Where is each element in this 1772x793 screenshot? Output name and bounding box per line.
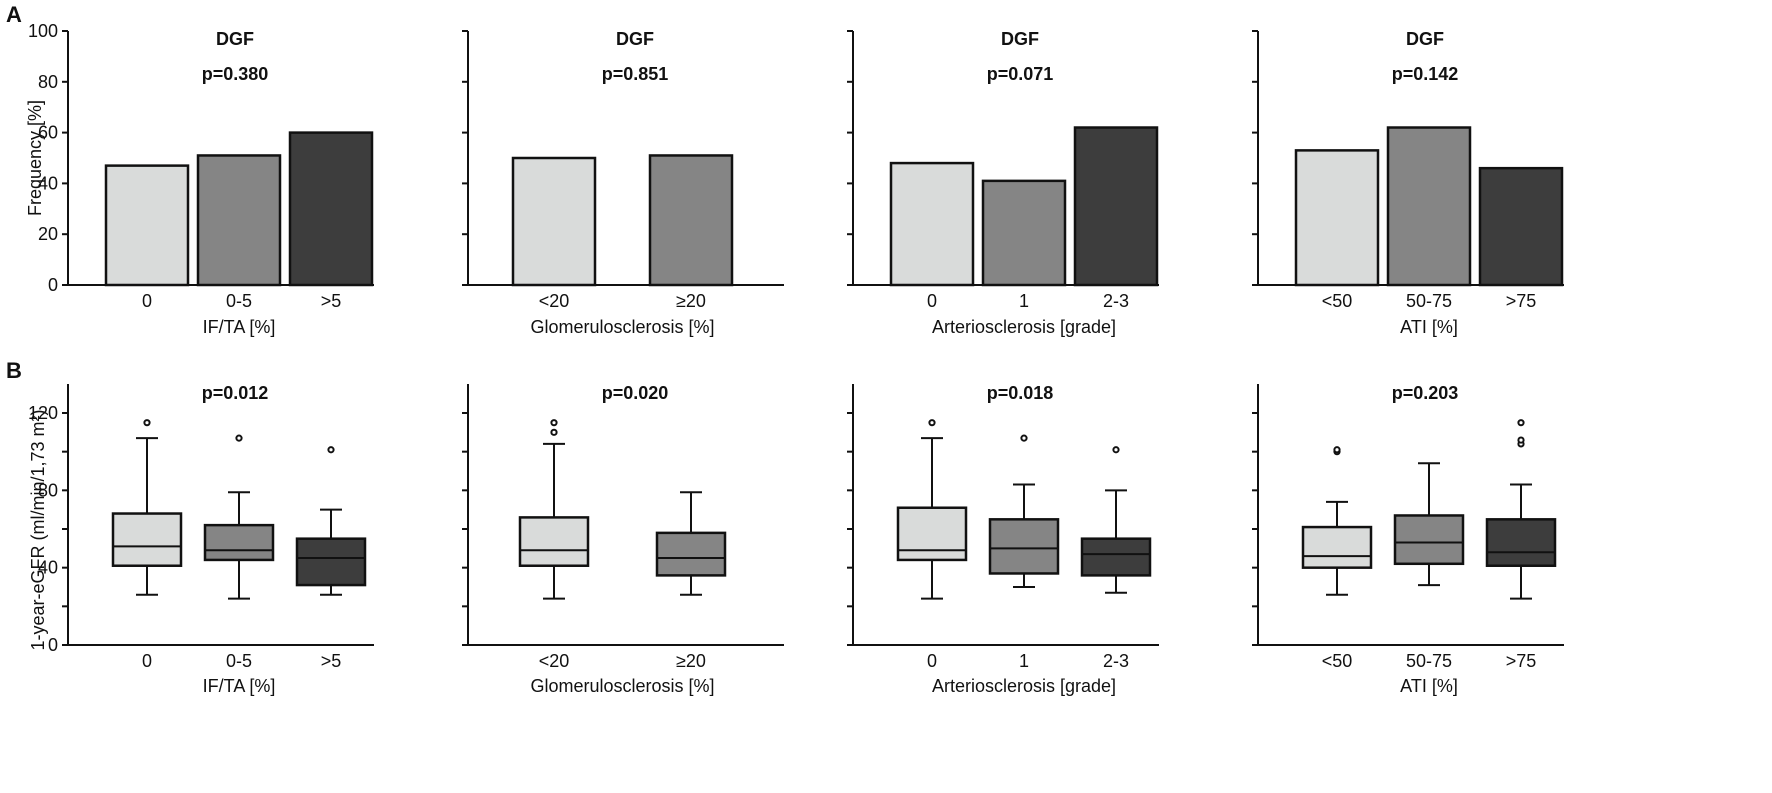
chart-2: <20 ≥20 Glomerulosclerosis [%] DGF p=0.851 [462,29,784,337]
x-axis-title: Arteriosclerosis [grade] [932,676,1116,696]
x-tick-label: 0 [142,651,152,671]
x-axis-title: IF/TA [%] [203,676,276,696]
chart-title: p=0.012 [202,383,269,403]
panel-letter-a: A [6,2,22,27]
x-tick-label: 0-5 [226,651,252,671]
outlier-point [143,419,151,427]
x-axis-title: ATI [%] [1400,676,1458,696]
bar-50-75 [1386,126,1472,287]
chart-title: DGF [1001,29,1039,49]
p-value: p=0.851 [602,64,669,84]
outlier-point [550,428,558,436]
box [111,512,183,567]
chart-4: <50 50-75 >75 ATI [%] DGF p=0.142 [1252,29,1564,337]
outlier-point [1020,434,1028,442]
outlier-point [1333,446,1341,454]
box [518,516,590,567]
chart-title: DGF [216,29,254,49]
y-tick-label: 0 [48,635,58,655]
chart-3: 0 1 2-3 Arteriosclerosis [grade] DGF p=0.071 [847,29,1159,337]
box [203,523,275,562]
x-tick-label: 0 [142,291,152,311]
panel-letter-b: B [6,358,22,383]
x-tick-label: <20 [539,651,570,671]
bar-≥20 [648,154,734,287]
box [1080,537,1152,577]
bar->75 [1478,166,1564,287]
x-tick-label: 0 [927,651,937,671]
x-tick-label: >75 [1506,291,1537,311]
x-tick-label: >75 [1506,651,1537,671]
chart-1: 0 20 40 60 80 100 Frequency [%] 0 0-5 >5 IF/TA [%]… [25,21,374,337]
chart-8: <50 50-75 >75 ATI [%] p=0.203 [1252,383,1564,696]
chart-title: p=0.020 [602,383,669,403]
y-tick-label: 120 [28,403,58,423]
bar-<50 [1294,149,1380,287]
x-tick-label: 0 [927,291,937,311]
p-value: p=0.142 [1392,64,1459,84]
bar-2-3 [1073,126,1159,287]
chart-6: <20 ≥20 Glomerulosclerosis [%] p=0.020 [462,383,784,696]
x-tick-label: >5 [321,651,342,671]
box [295,537,367,587]
chart-title: p=0.203 [1392,383,1459,403]
x-axis-title: ATI [%] [1400,317,1458,337]
box [655,531,727,577]
y-tick-label: 40 [38,173,58,193]
x-tick-label: 50-75 [1406,291,1452,311]
box [1393,514,1465,566]
chart-7: 0 1 2-3 Arteriosclerosis [grade] p=0.018 [847,383,1159,696]
box [1301,525,1373,569]
outlier-point [327,446,335,454]
y-tick-label: 20 [38,224,58,244]
y-tick-label: 0 [48,275,58,295]
outlier-point [1517,436,1525,444]
y-tick-label: 40 [38,558,58,578]
bar-1 [981,179,1067,287]
y-axis-title: 1-year-eGFR (ml/min/1,73 m²) [28,409,48,650]
x-axis-title: Glomerulosclerosis [%] [530,676,714,696]
x-tick-label: ≥20 [676,291,706,311]
x-tick-label: 1 [1019,291,1029,311]
x-tick-label: ≥20 [676,651,706,671]
x-tick-label: 50-75 [1406,651,1452,671]
y-axis-title: Frequency [%] [25,100,45,216]
x-axis-title: Glomerulosclerosis [%] [530,317,714,337]
y-tick-label: 60 [38,123,58,143]
box [896,506,968,562]
box [988,518,1060,575]
outlier-point [550,419,558,427]
outlier-point [1517,419,1525,427]
p-value: p=0.071 [987,64,1054,84]
y-tick-label: 80 [38,480,58,500]
y-tick-label: 80 [38,72,58,92]
outlier-point [1112,446,1120,454]
box [1485,518,1557,567]
bar->5 [288,131,374,287]
bar-0 [889,161,975,287]
x-tick-label: <50 [1322,291,1353,311]
x-tick-label: 2-3 [1103,651,1129,671]
outlier-point [928,419,936,427]
x-tick-label: 2-3 [1103,291,1129,311]
chart-title: DGF [616,29,654,49]
bar-<20 [511,156,597,287]
y-tick-label: 100 [28,21,58,41]
x-tick-label: <20 [539,291,570,311]
x-tick-label: 0-5 [226,291,252,311]
chart-title: p=0.018 [987,383,1054,403]
x-tick-label: <50 [1322,651,1353,671]
outlier-point [235,434,243,442]
x-axis-title: Arteriosclerosis [grade] [932,317,1116,337]
x-tick-label: >5 [321,291,342,311]
chart-title: DGF [1406,29,1444,49]
x-tick-label: 1 [1019,651,1029,671]
bar-0 [104,164,190,287]
p-value: p=0.380 [202,64,269,84]
bar-0-5 [196,154,282,287]
x-axis-title: IF/TA [%] [203,317,276,337]
